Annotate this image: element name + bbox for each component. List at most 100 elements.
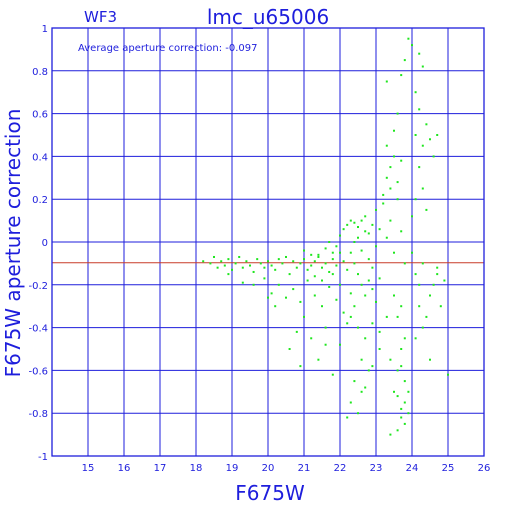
data-point <box>328 270 331 273</box>
data-point <box>263 266 266 269</box>
data-point <box>328 285 331 288</box>
data-point <box>364 386 367 389</box>
data-point <box>357 236 359 239</box>
data-point <box>371 223 374 226</box>
data-point <box>429 294 431 297</box>
data-point <box>375 300 377 303</box>
data-point <box>407 412 410 415</box>
data-point <box>385 236 388 239</box>
x-tick-label: 16 <box>118 463 131 474</box>
data-point <box>360 358 363 361</box>
data-point <box>310 337 313 340</box>
data-point <box>367 258 370 261</box>
data-point <box>238 255 241 258</box>
data-point <box>436 273 439 276</box>
data-point <box>443 279 446 282</box>
data-point <box>295 266 298 269</box>
data-point <box>421 187 424 190</box>
data-point <box>357 226 359 229</box>
data-point <box>367 369 370 372</box>
data-point <box>385 144 388 147</box>
data-point <box>421 262 424 265</box>
data-point <box>360 390 363 393</box>
data-point <box>285 255 287 258</box>
data-point <box>418 52 421 55</box>
data-point <box>414 273 417 276</box>
data-point <box>403 380 406 383</box>
x-tick-label: 25 <box>442 463 455 474</box>
data-point <box>378 330 381 333</box>
data-point <box>403 401 406 404</box>
data-point <box>213 255 215 258</box>
data-point <box>357 326 359 329</box>
data-point <box>418 305 421 308</box>
data-point <box>400 305 403 308</box>
data-point <box>418 108 421 111</box>
data-point <box>310 253 313 256</box>
data-point <box>353 262 356 265</box>
data-point <box>400 230 403 233</box>
data-point <box>270 264 273 267</box>
data-point <box>223 264 226 267</box>
data-point <box>335 245 338 248</box>
data-point <box>400 416 403 419</box>
y-tick-label: 0.2 <box>32 195 48 206</box>
data-point <box>364 294 367 297</box>
data-point <box>375 208 377 211</box>
plot-frame <box>51 27 485 457</box>
x-tick-labels: 15 16 17 18 19 20 21 22 23 24 25 26 <box>82 463 491 474</box>
data-point <box>411 251 413 254</box>
data-point <box>403 422 406 425</box>
data-point <box>393 390 395 393</box>
data-point <box>263 277 266 280</box>
data-point <box>234 262 237 265</box>
data-point <box>274 305 277 308</box>
data-point <box>288 273 291 276</box>
y-tick-label: -1 <box>38 452 48 463</box>
data-point <box>349 315 352 318</box>
data-point <box>400 365 403 368</box>
data-point <box>303 315 305 318</box>
data-point <box>360 283 363 286</box>
y-tick-label: 0.8 <box>32 67 48 78</box>
data-point <box>371 266 374 269</box>
data-point <box>310 264 313 267</box>
data-point <box>299 262 302 265</box>
data-point <box>313 275 316 278</box>
y-tick-label: -0.6 <box>28 366 48 377</box>
data-point <box>342 311 345 314</box>
data-point <box>245 260 248 263</box>
data-point <box>400 348 403 350</box>
data-point <box>432 155 435 158</box>
data-point <box>429 138 431 141</box>
data-point <box>385 315 388 318</box>
data-point <box>360 219 363 222</box>
data-point <box>313 294 316 297</box>
data-point <box>439 305 442 308</box>
data-point <box>306 279 309 282</box>
data-point <box>396 112 399 115</box>
data-point <box>295 330 298 333</box>
data-points <box>202 37 449 436</box>
data-point <box>335 264 338 267</box>
data-point <box>252 270 255 273</box>
data-point <box>396 369 399 372</box>
data-point <box>313 260 316 263</box>
data-point <box>400 407 403 410</box>
data-point <box>346 416 349 419</box>
data-point <box>360 249 363 252</box>
data-point <box>274 268 277 271</box>
x-tick-label: 22 <box>334 463 347 474</box>
data-point <box>425 123 428 126</box>
data-point <box>342 260 345 263</box>
data-point <box>364 230 367 233</box>
data-point <box>299 365 302 368</box>
y-tick-label: 1 <box>42 24 48 35</box>
data-point <box>414 337 417 340</box>
data-point <box>317 255 320 258</box>
data-point <box>303 258 305 261</box>
data-point <box>324 262 327 265</box>
chart-title: lmc_u65006 <box>207 5 329 29</box>
data-point <box>389 433 392 436</box>
data-point <box>389 187 392 190</box>
